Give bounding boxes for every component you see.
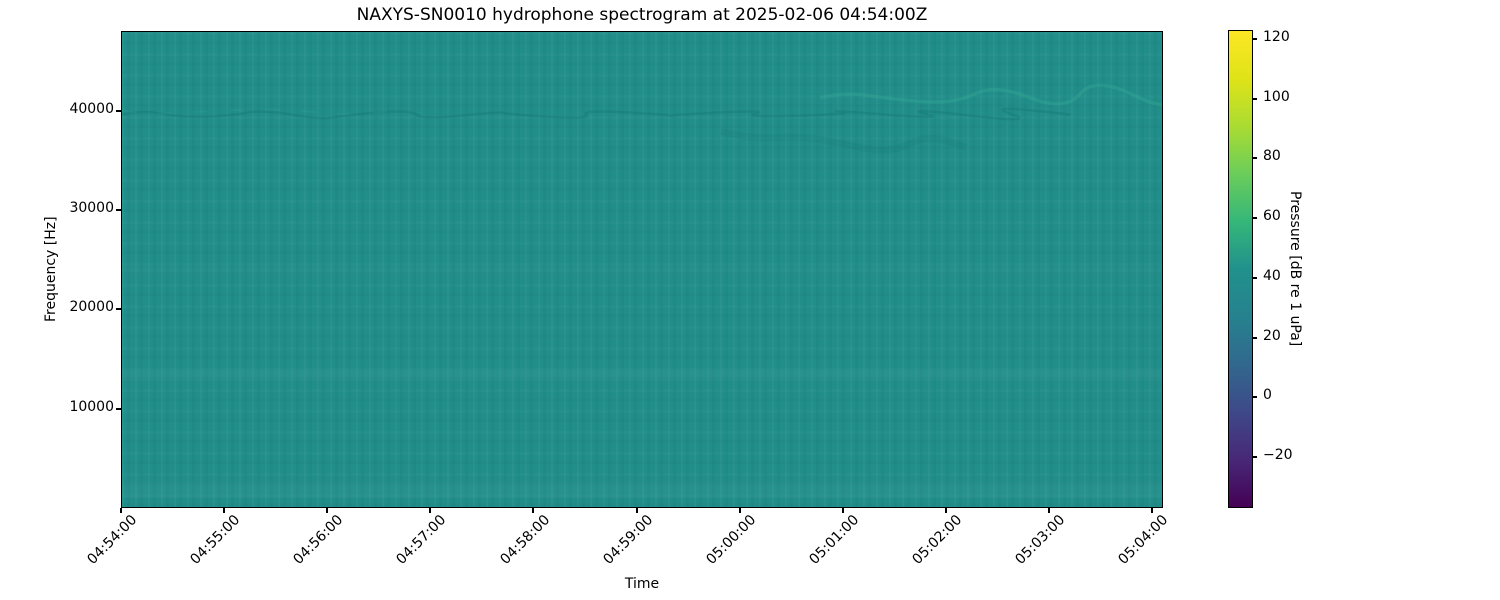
colorbar-tick-label: 60 [1263, 208, 1281, 225]
colorbar-tick-label: 120 [1263, 28, 1290, 45]
x-tick-label: 05:04:00 [1115, 512, 1172, 568]
x-tick-mark [429, 508, 432, 513]
x-tick-mark [841, 508, 844, 513]
colorbar-label: Pressure [dB re 1 uPa] [1287, 191, 1303, 347]
x-tick-mark [1151, 508, 1153, 513]
colorbar [1228, 30, 1253, 508]
y-tick-mark [116, 407, 121, 410]
x-tick-label: 05:03:00 [1012, 512, 1069, 568]
x-axis-label: Time [624, 576, 660, 592]
y-tick-mark [116, 308, 121, 311]
x-tick-label: 04:58:00 [496, 512, 553, 568]
colorbar-tick-mark [1253, 97, 1257, 100]
spectrogram-feature-overlay [122, 83, 1162, 154]
plot-area [121, 31, 1163, 508]
colorbar-tick-mark [1253, 336, 1257, 339]
x-tick-label: 05:01:00 [806, 512, 863, 568]
y-axis-label: Frequency [Hz] [43, 216, 59, 323]
colorbar-tick-label: 80 [1263, 148, 1281, 165]
y-tick-label: 20000 [69, 299, 114, 316]
x-tick-mark [223, 508, 226, 513]
x-tick-label: 04:55:00 [187, 512, 244, 568]
x-tick-mark [1047, 508, 1050, 513]
y-tick-label: 40000 [69, 100, 114, 117]
colorbar-tick-label: 40 [1263, 267, 1281, 284]
colorbar-tick-label: −20 [1263, 447, 1293, 464]
colorbar-tick-mark [1253, 276, 1257, 279]
colorbar-tick-mark [1253, 217, 1257, 220]
colorbar-tick-label: 100 [1263, 88, 1290, 105]
spectrogram-image [122, 32, 1162, 507]
chart-title: NAXYS-SN0010 hydrophone spectrogram at 2… [356, 5, 928, 25]
colorbar-tick-mark [1253, 396, 1257, 399]
x-tick-label: 05:00:00 [703, 512, 759, 568]
colorbar-tick-mark [1253, 456, 1257, 459]
x-tick-mark [738, 508, 741, 513]
x-tick-label: 04:54:00 [84, 512, 141, 568]
colorbar-tick-label: 0 [1263, 387, 1272, 404]
x-tick-label: 05:02:00 [909, 512, 966, 568]
x-tick-mark [532, 508, 535, 513]
colorbar-tick-mark [1253, 37, 1257, 40]
y-tick-mark [116, 208, 121, 211]
colorbar-tick-mark [1253, 157, 1257, 160]
x-tick-mark [944, 508, 947, 513]
colorbar-tick-label: 20 [1263, 327, 1281, 344]
y-tick-mark [116, 109, 121, 112]
y-tick-label: 30000 [69, 199, 114, 216]
x-tick-label: 04:57:00 [393, 512, 450, 568]
x-tick-label: 04:59:00 [600, 512, 656, 568]
x-tick-mark [635, 508, 638, 513]
horizontal-noise-overlay [122, 32, 1162, 507]
x-tick-mark [120, 508, 122, 513]
x-tick-mark [326, 508, 329, 513]
vertical-noise-overlay [122, 32, 1162, 507]
x-tick-label: 04:56:00 [290, 512, 347, 568]
y-tick-label: 10000 [69, 398, 114, 415]
